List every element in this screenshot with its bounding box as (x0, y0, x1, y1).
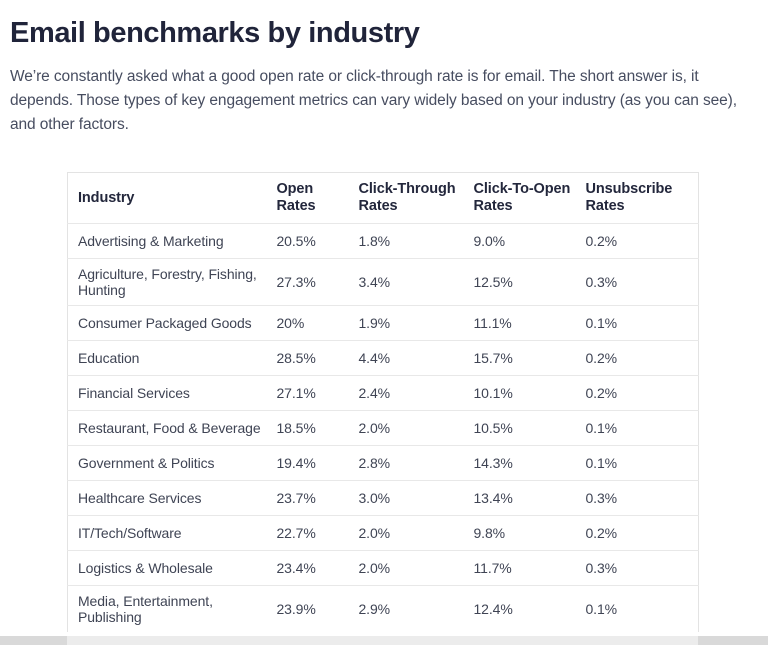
industry-cell: Financial Services (67, 375, 277, 411)
unsubscribe-rate-cell: 0.3% (585, 258, 699, 306)
industry-cell: Government & Politics (67, 445, 277, 481)
page-title: Email benchmarks by industry (10, 17, 420, 49)
industry-cell: Healthcare Services (67, 480, 277, 516)
open-rate-cell: 28.5% (276, 340, 359, 376)
click-through-rate-cell: 1.9% (358, 305, 474, 341)
col-header-industry: Industry (78, 189, 135, 206)
industry-cell: Advertising & Marketing (67, 223, 277, 259)
click-through-rate-cell: 3.0% (358, 480, 474, 516)
table-row: Advertising & Marketing 20.5% 1.8% 9.0% … (67, 223, 699, 259)
click-through-rate-cell: 2.8% (358, 445, 474, 481)
next-section-edge-table-area (67, 636, 698, 645)
next-section-edge (0, 636, 768, 645)
click-through-rate-cell: 2.9% (358, 585, 474, 632)
table-row: IT/Tech/Software 22.7% 2.0% 9.8% 0.2% (67, 515, 699, 551)
click-through-rate-cell: 1.8% (358, 223, 474, 259)
open-rate-cell: 22.7% (276, 515, 359, 551)
open-rate-cell: 23.7% (276, 480, 359, 516)
col-header-click-through-rates: Click-Through Rates (358, 181, 456, 214)
unsubscribe-rate-cell: 0.1% (585, 445, 699, 481)
click-to-open-rate-cell: 11.7% (473, 550, 586, 586)
click-to-open-rate-cell: 11.1% (473, 305, 586, 341)
col-header-unsubscribe-rates: Unsubscribe Rates (585, 181, 673, 214)
click-through-rate-cell: 4.4% (358, 340, 474, 376)
click-to-open-rate-cell: 12.4% (473, 585, 586, 632)
table-row: Agriculture, Forestry, Fishing, Hunting … (67, 258, 699, 306)
table-row: Restaurant, Food & Beverage 18.5% 2.0% 1… (67, 410, 699, 446)
click-to-open-rate-cell: 14.3% (473, 445, 586, 481)
click-through-rate-cell: 2.0% (358, 550, 474, 586)
industry-cell: Media, Entertainment, Publishing (67, 585, 277, 632)
click-through-rate-cell: 2.0% (358, 410, 474, 446)
open-rate-cell: 27.3% (276, 258, 359, 306)
click-to-open-rate-cell: 10.5% (473, 410, 586, 446)
industry-cell: Logistics & Wholesale (67, 550, 277, 586)
table-row: Healthcare Services 23.7% 3.0% 13.4% 0.3… (67, 480, 699, 516)
table-row: Financial Services 27.1% 2.4% 10.1% 0.2% (67, 375, 699, 411)
click-to-open-rate-cell: 12.5% (473, 258, 586, 306)
industry-cell: Education (67, 340, 277, 376)
unsubscribe-rate-cell: 0.3% (585, 480, 699, 516)
unsubscribe-rate-cell: 0.2% (585, 375, 699, 411)
unsubscribe-rate-cell: 0.1% (585, 585, 699, 632)
click-to-open-rate-cell: 9.0% (473, 223, 586, 259)
open-rate-cell: 20.5% (276, 223, 359, 259)
industry-cell: Restaurant, Food & Beverage (67, 410, 277, 446)
unsubscribe-rate-cell: 0.1% (585, 410, 699, 446)
click-to-open-rate-cell: 13.4% (473, 480, 586, 516)
click-to-open-rate-cell: 15.7% (473, 340, 586, 376)
open-rate-cell: 27.1% (276, 375, 359, 411)
industry-cell: IT/Tech/Software (67, 515, 277, 551)
benchmarks-table: Industry Open Rates Click-Through Rates … (67, 172, 699, 632)
unsubscribe-rate-cell: 0.2% (585, 340, 699, 376)
col-header-open-rates: Open Rates (276, 181, 316, 214)
col-header-click-to-open-rates: Click-To-Open Rates (473, 181, 571, 214)
open-rate-cell: 23.4% (276, 550, 359, 586)
click-through-rate-cell: 2.4% (358, 375, 474, 411)
table-row: Media, Entertainment, Publishing 23.9% 2… (67, 585, 699, 632)
table-row: Government & Politics 19.4% 2.8% 14.3% 0… (67, 445, 699, 481)
intro-paragraph: We’re constantly asked what a good open … (10, 68, 737, 133)
industry-cell: Consumer Packaged Goods (67, 305, 277, 341)
click-through-rate-cell: 2.0% (358, 515, 474, 551)
open-rate-cell: 20% (276, 305, 359, 341)
table-header-row: Industry Open Rates Click-Through Rates … (68, 173, 699, 224)
open-rate-cell: 18.5% (276, 410, 359, 446)
table-row: Education 28.5% 4.4% 15.7% 0.2% (67, 340, 699, 376)
table-row: Logistics & Wholesale 23.4% 2.0% 11.7% 0… (67, 550, 699, 586)
unsubscribe-rate-cell: 0.2% (585, 223, 699, 259)
table-row: Consumer Packaged Goods 20% 1.9% 11.1% 0… (67, 305, 699, 341)
click-to-open-rate-cell: 10.1% (473, 375, 586, 411)
industry-cell: Agriculture, Forestry, Fishing, Hunting (67, 258, 277, 306)
click-through-rate-cell: 3.4% (358, 258, 474, 306)
page-content: Email benchmarks by industry We’re const… (0, 16, 768, 632)
click-to-open-rate-cell: 9.8% (473, 515, 586, 551)
open-rate-cell: 23.9% (276, 585, 359, 632)
unsubscribe-rate-cell: 0.1% (585, 305, 699, 341)
unsubscribe-rate-cell: 0.2% (585, 515, 699, 551)
unsubscribe-rate-cell: 0.3% (585, 550, 699, 586)
open-rate-cell: 19.4% (276, 445, 359, 481)
